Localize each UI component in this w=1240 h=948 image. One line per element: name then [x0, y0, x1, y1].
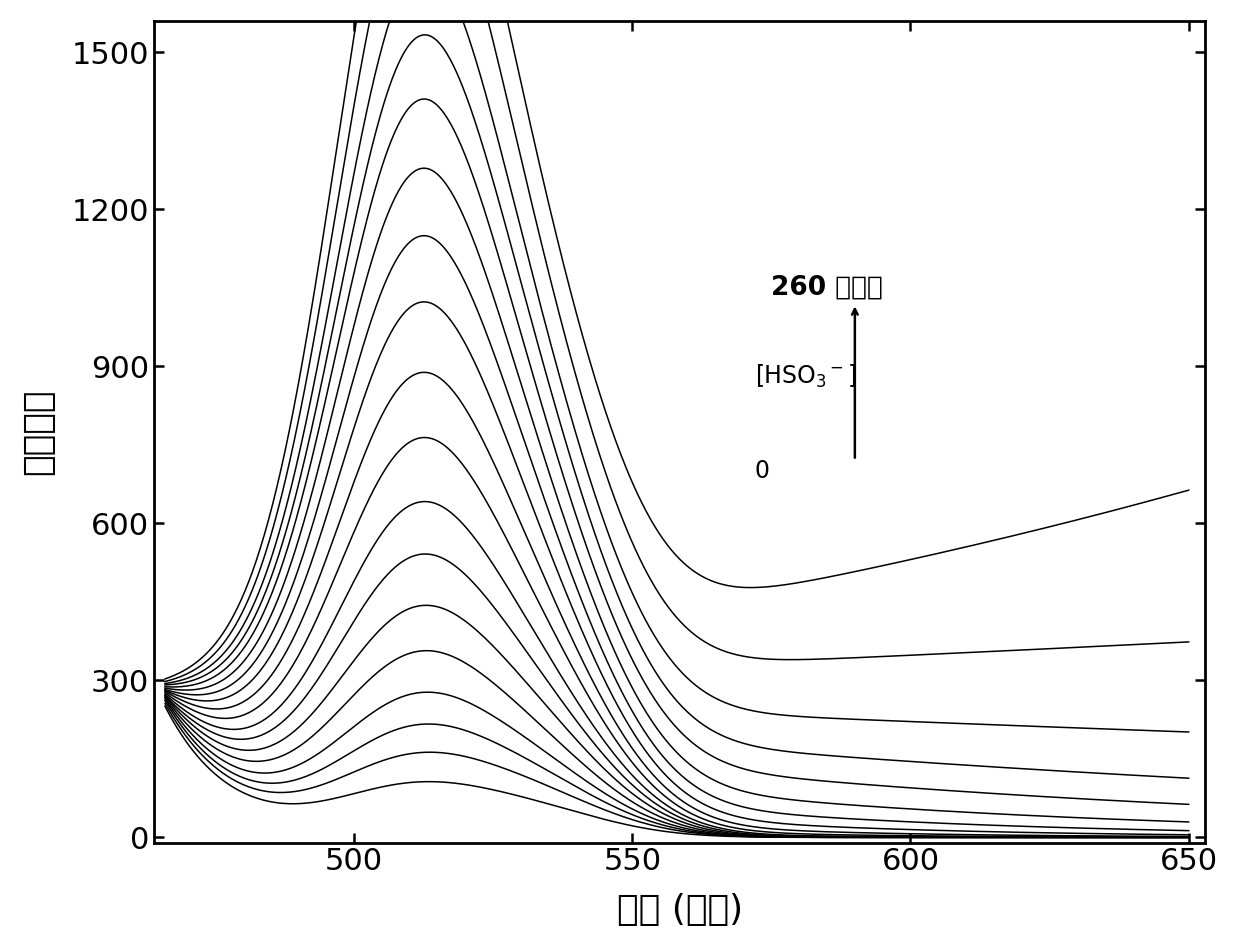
Text: [HSO$_3$$^-$]: [HSO$_3$$^-$]	[755, 363, 857, 391]
X-axis label: 波长 (纳米): 波长 (纳米)	[616, 893, 743, 927]
Y-axis label: 荧光强度: 荧光强度	[21, 389, 55, 475]
Text: 260 微摩尔: 260 微摩尔	[771, 275, 883, 301]
Text: 0: 0	[755, 459, 770, 483]
